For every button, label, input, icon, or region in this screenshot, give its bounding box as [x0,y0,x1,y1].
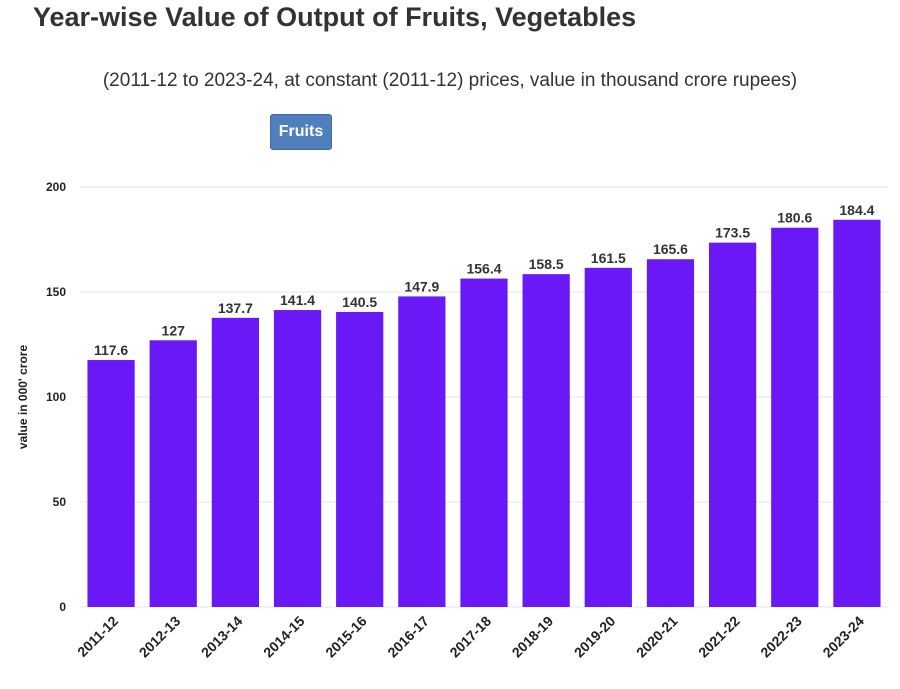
y-tick-label: 50 [53,495,67,509]
data-label: 173.5 [715,225,750,241]
x-tick-label: 2011-12 [74,613,121,660]
x-tick-label: 2012-13 [136,613,184,661]
bar[interactable] [771,227,819,608]
data-label: 147.9 [404,278,439,294]
data-label: 137.7 [218,300,253,316]
bar[interactable] [149,340,197,607]
data-label: 158.5 [529,256,564,272]
bars [87,219,881,608]
x-tick-label: 2023-24 [819,613,867,661]
bar[interactable] [584,267,632,607]
bar[interactable] [708,242,757,607]
data-label: 184.4 [839,202,874,218]
bar[interactable] [273,310,322,607]
data-label: 141.4 [280,292,315,308]
x-axis-ticks: 2011-12 2012-13 2013-14 2014-15 2015-16 2016-… [74,613,867,661]
y-tick-label: 0 [59,600,66,614]
bar[interactable] [522,274,570,607]
x-tick-label: 2016-17 [384,613,432,661]
data-label: 140.5 [342,294,377,310]
x-tick-label: 2014-15 [260,613,308,661]
data-label: 161.5 [591,250,626,266]
bar[interactable] [211,317,260,607]
x-tick-label: 2017-18 [446,613,494,661]
fruits-filter-button[interactable]: Fruits [270,114,332,150]
y-tick-label: 100 [46,390,66,404]
y-tick-label: 200 [46,180,66,194]
x-tick-label: 2020-21 [633,613,681,661]
data-label: 180.6 [777,210,812,226]
data-label: 165.6 [653,241,688,257]
x-tick-label: 2013-14 [198,613,246,661]
bar[interactable] [833,219,881,607]
chart-title: Year-wise Value of Output of Fruits, Veg… [33,2,637,32]
x-tick-label: 2019-20 [571,613,619,661]
x-tick-label: 2018-19 [509,613,557,661]
y-axis-ticks: 0 50 100 150 200 [46,180,66,614]
x-tick-label: 2022-23 [757,613,805,661]
x-tick-label: 2021-22 [695,613,743,661]
x-tick-label: 2015-16 [322,613,370,661]
y-axis-title: value in 000' crore [16,345,30,450]
data-label: 117.6 [94,342,128,358]
bar[interactable] [87,360,135,607]
data-label: 127 [162,322,186,338]
chart-subtitle: (2011-12 to 2023-24, at constant (2011-1… [102,70,798,91]
bar[interactable] [336,311,384,607]
bar[interactable] [398,296,446,607]
bar[interactable] [646,259,695,607]
bar[interactable] [460,278,508,607]
data-labels: 117.6 127 137.7 141.4 140.5 147.9 156.4 158.5 16… [94,202,875,358]
data-label: 156.4 [466,261,501,277]
y-tick-label: 150 [46,285,66,299]
